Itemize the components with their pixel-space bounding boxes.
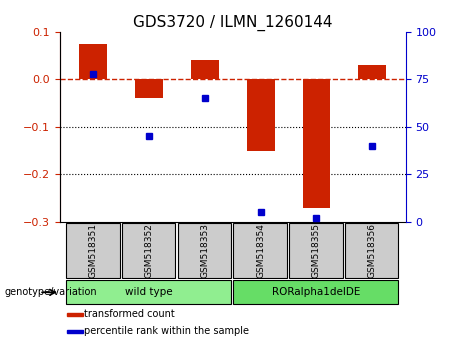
FancyBboxPatch shape xyxy=(289,223,343,279)
Bar xyxy=(247,79,275,151)
FancyBboxPatch shape xyxy=(122,223,175,279)
Text: GSM518352: GSM518352 xyxy=(145,223,154,278)
FancyBboxPatch shape xyxy=(66,280,231,304)
Bar xyxy=(79,44,107,79)
FancyBboxPatch shape xyxy=(177,223,231,279)
Text: GSM518355: GSM518355 xyxy=(312,223,321,278)
Text: genotype/variation: genotype/variation xyxy=(5,287,97,297)
Bar xyxy=(191,61,219,79)
FancyBboxPatch shape xyxy=(233,223,287,279)
Text: transformed count: transformed count xyxy=(84,309,175,319)
Text: GSM518351: GSM518351 xyxy=(89,223,98,278)
Text: wild type: wild type xyxy=(125,287,172,297)
Text: RORalpha1delDE: RORalpha1delDE xyxy=(272,287,360,297)
FancyBboxPatch shape xyxy=(345,223,398,279)
Text: GSM518354: GSM518354 xyxy=(256,223,265,278)
Bar xyxy=(67,330,83,333)
Bar xyxy=(135,79,163,98)
FancyBboxPatch shape xyxy=(233,280,398,304)
Title: GDS3720 / ILMN_1260144: GDS3720 / ILMN_1260144 xyxy=(133,14,332,30)
Text: GSM518356: GSM518356 xyxy=(368,223,377,278)
Text: GSM518353: GSM518353 xyxy=(201,223,209,278)
Bar xyxy=(358,65,386,79)
Bar xyxy=(67,313,83,315)
Bar xyxy=(302,79,331,208)
FancyBboxPatch shape xyxy=(66,223,119,279)
Text: percentile rank within the sample: percentile rank within the sample xyxy=(84,326,249,336)
